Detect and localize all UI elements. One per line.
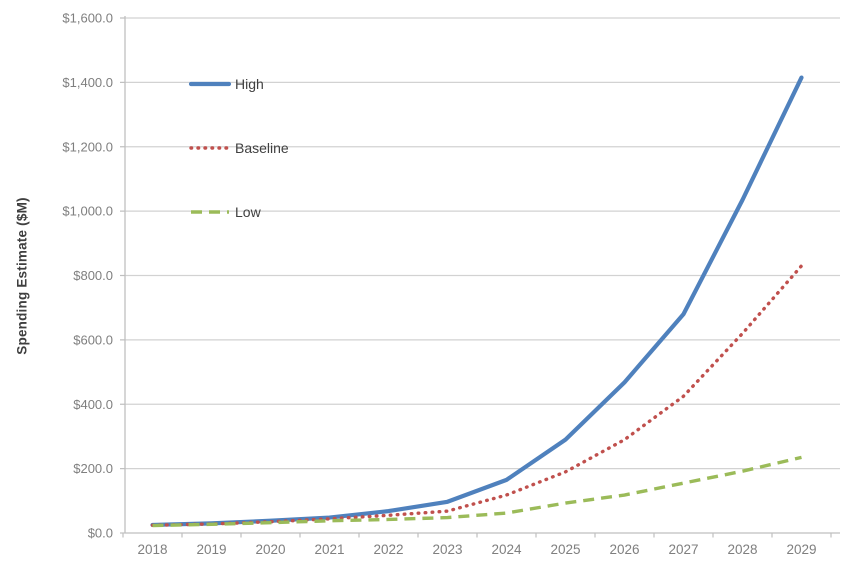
y-tick-label: $400.0 [73, 397, 113, 412]
x-tick-label: 2019 [196, 542, 226, 557]
series-line-high [150, 75, 804, 528]
y-tick-label: $0.0 [88, 526, 113, 541]
y-axis-title: Spending Estimate ($M) [14, 197, 30, 355]
x-tick-label: 2027 [668, 542, 698, 557]
series-line-low [152, 455, 802, 528]
x-tick-label: 2023 [432, 542, 462, 557]
y-tick-label: $1,000.0 [62, 204, 113, 219]
legend-item-baseline: Baseline [189, 140, 289, 156]
legend-item-high: High [188, 76, 264, 92]
x-tick-label: 2024 [491, 542, 522, 557]
y-tick-label: $1,400.0 [62, 75, 113, 90]
x-tick-label: 2026 [609, 542, 639, 557]
y-tick-label: $600.0 [73, 332, 113, 347]
x-tick-label: 2021 [314, 542, 344, 557]
y-tick-label: $200.0 [73, 461, 113, 476]
legend-label: Low [235, 204, 262, 220]
x-tick-label: 2029 [786, 542, 816, 557]
x-tick-label: 2025 [550, 542, 580, 557]
legend-label: Baseline [235, 140, 289, 156]
x-tick-label: 2018 [137, 542, 167, 557]
legend-label: High [235, 76, 264, 92]
y-tick-label: $1,200.0 [62, 139, 113, 154]
legend-item-low: Low [191, 204, 262, 220]
series-line-baseline [150, 264, 804, 527]
y-tick-label: $800.0 [73, 268, 113, 283]
x-tick-label: 2020 [255, 542, 285, 557]
y-tick-label: $1,600.0 [62, 11, 113, 26]
x-tick-label: 2022 [373, 542, 403, 557]
x-tick-label: 2028 [727, 542, 757, 557]
